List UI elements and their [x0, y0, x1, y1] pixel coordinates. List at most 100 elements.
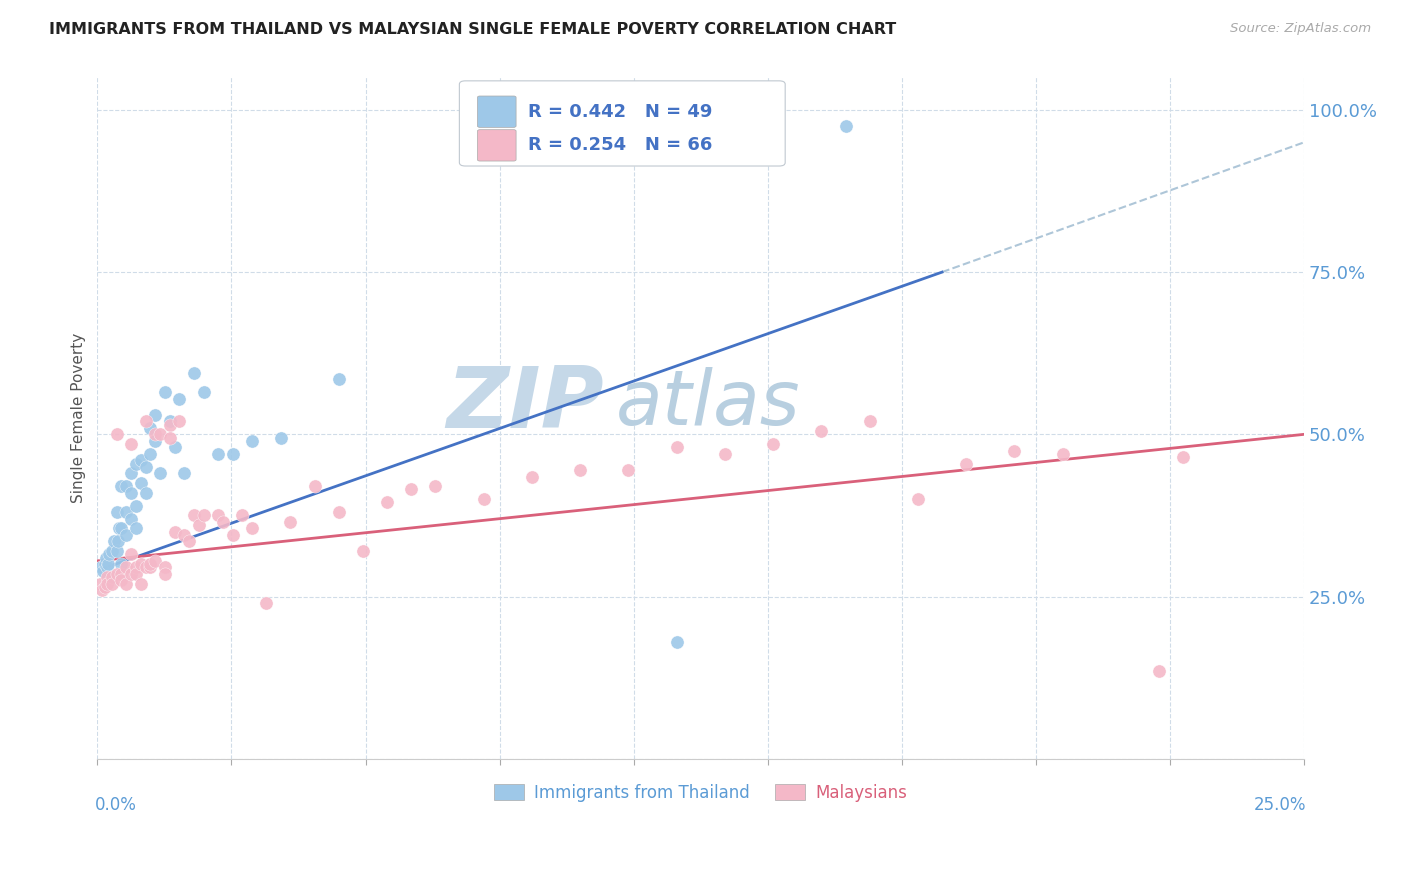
- Point: [163, 524, 186, 539]
- Point: [110, 557, 132, 571]
- Point: [425, 479, 447, 493]
- Point: [101, 570, 124, 584]
- Point: [183, 366, 205, 380]
- Point: [187, 518, 209, 533]
- Point: [135, 459, 157, 474]
- Point: [125, 521, 148, 535]
- Text: IMMIGRANTS FROM THAILAND VS MALAYSIAN SINGLE FEMALE POVERTY CORRELATION CHART: IMMIGRANTS FROM THAILAND VS MALAYSIAN SI…: [49, 22, 897, 37]
- Y-axis label: Single Female Poverty: Single Female Poverty: [72, 333, 86, 503]
- Point: [94, 550, 117, 565]
- Point: [149, 427, 172, 442]
- Point: [1004, 443, 1026, 458]
- Point: [105, 566, 128, 581]
- Point: [352, 544, 374, 558]
- Point: [110, 574, 132, 588]
- Text: 25.0%: 25.0%: [1254, 797, 1306, 814]
- Point: [105, 427, 128, 442]
- Point: [129, 557, 152, 571]
- Point: [183, 508, 205, 523]
- Point: [139, 421, 162, 435]
- Point: [110, 566, 132, 581]
- Point: [159, 431, 181, 445]
- Point: [120, 467, 142, 481]
- Point: [120, 548, 142, 562]
- Point: [328, 372, 350, 386]
- Point: [139, 447, 162, 461]
- Point: [93, 580, 115, 594]
- Point: [280, 515, 302, 529]
- Point: [193, 508, 215, 523]
- Point: [96, 570, 118, 584]
- Point: [328, 505, 350, 519]
- Point: [762, 437, 785, 451]
- Point: [375, 495, 398, 509]
- Point: [96, 560, 118, 574]
- Point: [115, 576, 138, 591]
- Point: [159, 417, 181, 432]
- Point: [173, 467, 195, 481]
- Point: [101, 576, 124, 591]
- Point: [143, 408, 166, 422]
- Point: [91, 564, 114, 578]
- FancyBboxPatch shape: [460, 81, 785, 166]
- Point: [569, 463, 592, 477]
- Point: [115, 479, 138, 493]
- Point: [143, 554, 166, 568]
- Point: [129, 453, 152, 467]
- Point: [91, 583, 114, 598]
- Point: [617, 463, 640, 477]
- Point: [169, 392, 191, 406]
- Point: [129, 576, 152, 591]
- Point: [125, 560, 148, 574]
- Point: [231, 508, 253, 523]
- Point: [103, 534, 125, 549]
- Point: [120, 437, 142, 451]
- Point: [101, 544, 124, 558]
- Point: [129, 475, 152, 490]
- Point: [153, 566, 176, 581]
- Point: [115, 505, 138, 519]
- Point: [120, 511, 142, 525]
- Point: [221, 528, 243, 542]
- Point: [665, 440, 688, 454]
- Point: [149, 467, 172, 481]
- Point: [125, 566, 148, 581]
- Point: [105, 544, 128, 558]
- Point: [834, 119, 856, 133]
- Point: [120, 566, 142, 581]
- Point: [211, 515, 233, 529]
- Point: [207, 447, 229, 461]
- Legend: Immigrants from Thailand, Malaysians: Immigrants from Thailand, Malaysians: [488, 777, 914, 808]
- Text: ZIP: ZIP: [447, 363, 605, 446]
- Point: [955, 457, 977, 471]
- Point: [177, 534, 200, 549]
- Point: [135, 560, 157, 574]
- Point: [1149, 664, 1171, 678]
- Point: [810, 424, 832, 438]
- Point: [472, 492, 495, 507]
- Point: [135, 485, 157, 500]
- Point: [143, 427, 166, 442]
- Point: [135, 414, 157, 428]
- Point: [105, 505, 128, 519]
- Point: [120, 485, 142, 500]
- Point: [173, 528, 195, 542]
- Point: [107, 534, 129, 549]
- Point: [859, 414, 882, 428]
- FancyBboxPatch shape: [478, 129, 516, 161]
- Point: [96, 576, 118, 591]
- Point: [108, 521, 131, 535]
- Point: [139, 557, 162, 571]
- Point: [240, 434, 263, 448]
- Text: R = 0.442   N = 49: R = 0.442 N = 49: [529, 103, 713, 120]
- Point: [221, 447, 243, 461]
- Text: Source: ZipAtlas.com: Source: ZipAtlas.com: [1230, 22, 1371, 36]
- Point: [169, 414, 191, 428]
- Point: [520, 469, 543, 483]
- Point: [207, 508, 229, 523]
- Point: [97, 557, 120, 571]
- Point: [159, 414, 181, 428]
- FancyBboxPatch shape: [478, 96, 516, 128]
- Point: [270, 431, 292, 445]
- Point: [115, 560, 138, 574]
